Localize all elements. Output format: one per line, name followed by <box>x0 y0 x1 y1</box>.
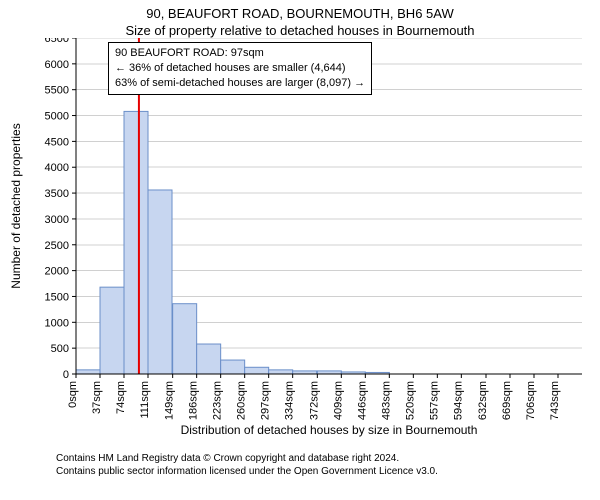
svg-text:2500: 2500 <box>45 240 69 252</box>
histogram-bar <box>197 344 221 374</box>
histogram-svg: 0 500 1000 1500 2000 2500 3000 3500 4000 4500 5000… <box>0 38 600 448</box>
histogram-bar <box>100 287 124 374</box>
svg-text:3000: 3000 <box>45 214 69 226</box>
histogram-bar <box>221 360 245 374</box>
x-tick-label: 409sqm <box>332 381 344 420</box>
x-tick-label: 334sqm <box>284 381 296 420</box>
x-tick-label: 297sqm <box>260 381 272 420</box>
x-tick-label: 706sqm <box>525 381 537 420</box>
svg-text:5000: 5000 <box>45 111 69 123</box>
x-tick-label: 557sqm <box>428 381 440 420</box>
svg-text:1000: 1000 <box>45 317 69 329</box>
x-tick-label: 446sqm <box>356 381 368 420</box>
footer-line-1: Contains HM Land Registry data © Crown c… <box>56 452 588 465</box>
svg-text:500: 500 <box>51 343 69 355</box>
y-axis-label: Number of detached properties <box>9 123 23 288</box>
annotation-line: 90 BEAUFORT ROAD: 97sqm <box>115 46 365 61</box>
histogram-bar <box>124 111 148 374</box>
chart-titles: 90, BEAUFORT ROAD, BOURNEMOUTH, BH6 5AW … <box>0 0 600 38</box>
svg-text:1500: 1500 <box>45 291 69 303</box>
x-tick-label: 0sqm <box>67 381 79 408</box>
histogram-bar <box>76 370 100 374</box>
svg-text:6500: 6500 <box>45 38 69 45</box>
svg-text:3500: 3500 <box>45 188 69 200</box>
svg-text:0: 0 <box>63 369 69 381</box>
x-tick-label: 111sqm <box>139 381 151 419</box>
x-tick-label: 594sqm <box>452 381 464 420</box>
svg-text:6000: 6000 <box>45 59 69 71</box>
annotation-box: 90 BEAUFORT ROAD: 97sqm← 36% of detached… <box>108 42 372 95</box>
svg-text:5500: 5500 <box>45 85 69 97</box>
x-tick-label: 520sqm <box>404 381 416 420</box>
x-axis-label: Distribution of detached houses by size … <box>181 423 478 437</box>
title-main: 90, BEAUFORT ROAD, BOURNEMOUTH, BH6 5AW <box>0 6 600 21</box>
annotation-line: ← 36% of detached houses are smaller (4,… <box>115 61 365 76</box>
footer-line-2: Contains public sector information licen… <box>56 465 588 478</box>
histogram-bar <box>245 367 269 374</box>
histogram-bar <box>148 190 172 374</box>
x-tick-label: 186sqm <box>188 381 200 420</box>
chart-area: 0 500 1000 1500 2000 2500 3000 3500 4000 4500 5000… <box>0 38 600 448</box>
x-tick-label: 632sqm <box>477 381 489 420</box>
svg-text:4500: 4500 <box>45 136 69 148</box>
x-tick-label: 37sqm <box>91 381 103 414</box>
x-tick-label: 260sqm <box>236 381 248 420</box>
x-tick-label: 743sqm <box>549 381 561 420</box>
annotation-line: 63% of semi-detached houses are larger (… <box>115 76 365 91</box>
histogram-bar <box>173 304 197 374</box>
svg-text:4000: 4000 <box>45 162 69 174</box>
x-tick-label: 223sqm <box>212 381 224 420</box>
histogram-bar <box>269 370 293 374</box>
x-tick-label: 74sqm <box>115 381 127 414</box>
x-tick-label: 372sqm <box>308 381 320 420</box>
title-sub: Size of property relative to detached ho… <box>0 23 600 38</box>
x-tick-label: 669sqm <box>501 381 513 420</box>
x-tick-label: 149sqm <box>164 381 176 420</box>
svg-text:2000: 2000 <box>45 266 69 278</box>
footer-attribution: Contains HM Land Registry data © Crown c… <box>0 448 600 478</box>
x-tick-label: 483sqm <box>380 381 392 420</box>
